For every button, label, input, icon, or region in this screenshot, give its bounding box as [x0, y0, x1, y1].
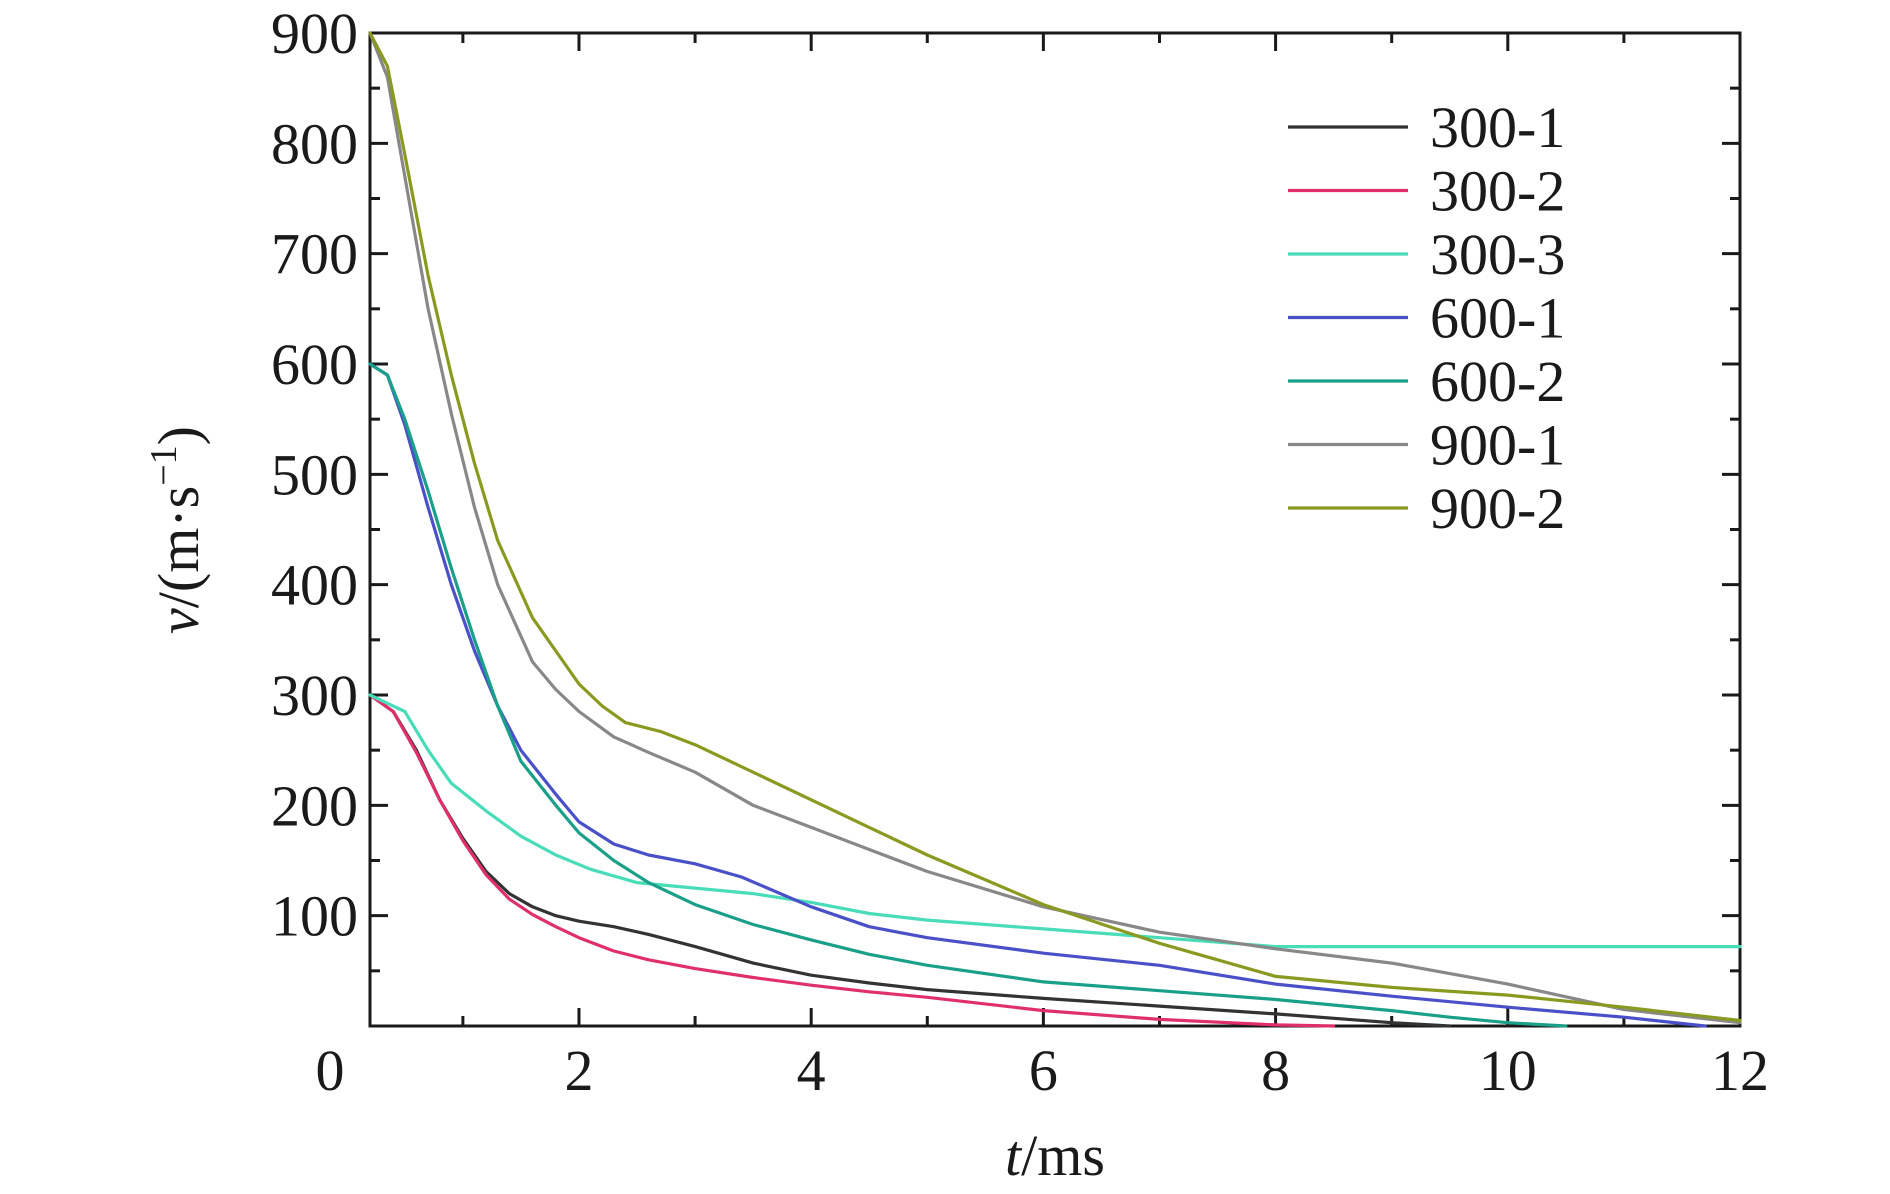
legend-label: 600-2	[1430, 349, 1565, 414]
x-tick-label: 6	[1029, 1038, 1058, 1103]
legend-label: 900-2	[1430, 476, 1565, 541]
series-lines	[368, 31, 1742, 1028]
legend-label: 600-1	[1430, 286, 1565, 351]
series-line-900-1	[368, 31, 1742, 1025]
y-tick-label: 900	[271, 1, 358, 66]
y-tick-label: 400	[271, 553, 358, 618]
y-tick-label: 300	[271, 663, 358, 728]
x-tick-label: 4	[797, 1038, 826, 1103]
y-tick-label: 800	[271, 111, 358, 176]
y-tick-label: 100	[271, 884, 358, 949]
x-tick-label: 2	[564, 1038, 593, 1103]
series-line-900-2	[368, 31, 1742, 1023]
axis-tick-labels: 100 200 300 400 500 600 700 800 900 0 2 4 6 8 10 12	[271, 1, 1769, 1103]
x-axis-label: t/ms	[1005, 1123, 1105, 1188]
legend-label: 300-3	[1430, 222, 1565, 287]
axis-ticks	[370, 31, 1740, 1026]
legend-label: 300-2	[1430, 159, 1565, 224]
y-tick-label: 600	[271, 332, 358, 397]
series-line-600-1	[368, 362, 1707, 1028]
legend-label: 900-1	[1430, 413, 1565, 478]
x-tick-label: 12	[1711, 1038, 1769, 1103]
x-tick-label: 10	[1479, 1038, 1537, 1103]
y-tick-label: 700	[271, 222, 358, 287]
legend-label: 300-1	[1430, 95, 1565, 160]
series-line-600-2	[368, 362, 1568, 1028]
series-line-300-3	[368, 693, 1742, 949]
y-tick-label: 200	[271, 773, 358, 838]
y-axis-label: v/(m·s−1)	[143, 426, 211, 634]
x-tick-label: 8	[1261, 1038, 1290, 1103]
y-tick-label: 500	[271, 442, 358, 507]
x-tick-label: 0	[316, 1038, 345, 1103]
series-line-300-2	[368, 693, 1336, 1028]
